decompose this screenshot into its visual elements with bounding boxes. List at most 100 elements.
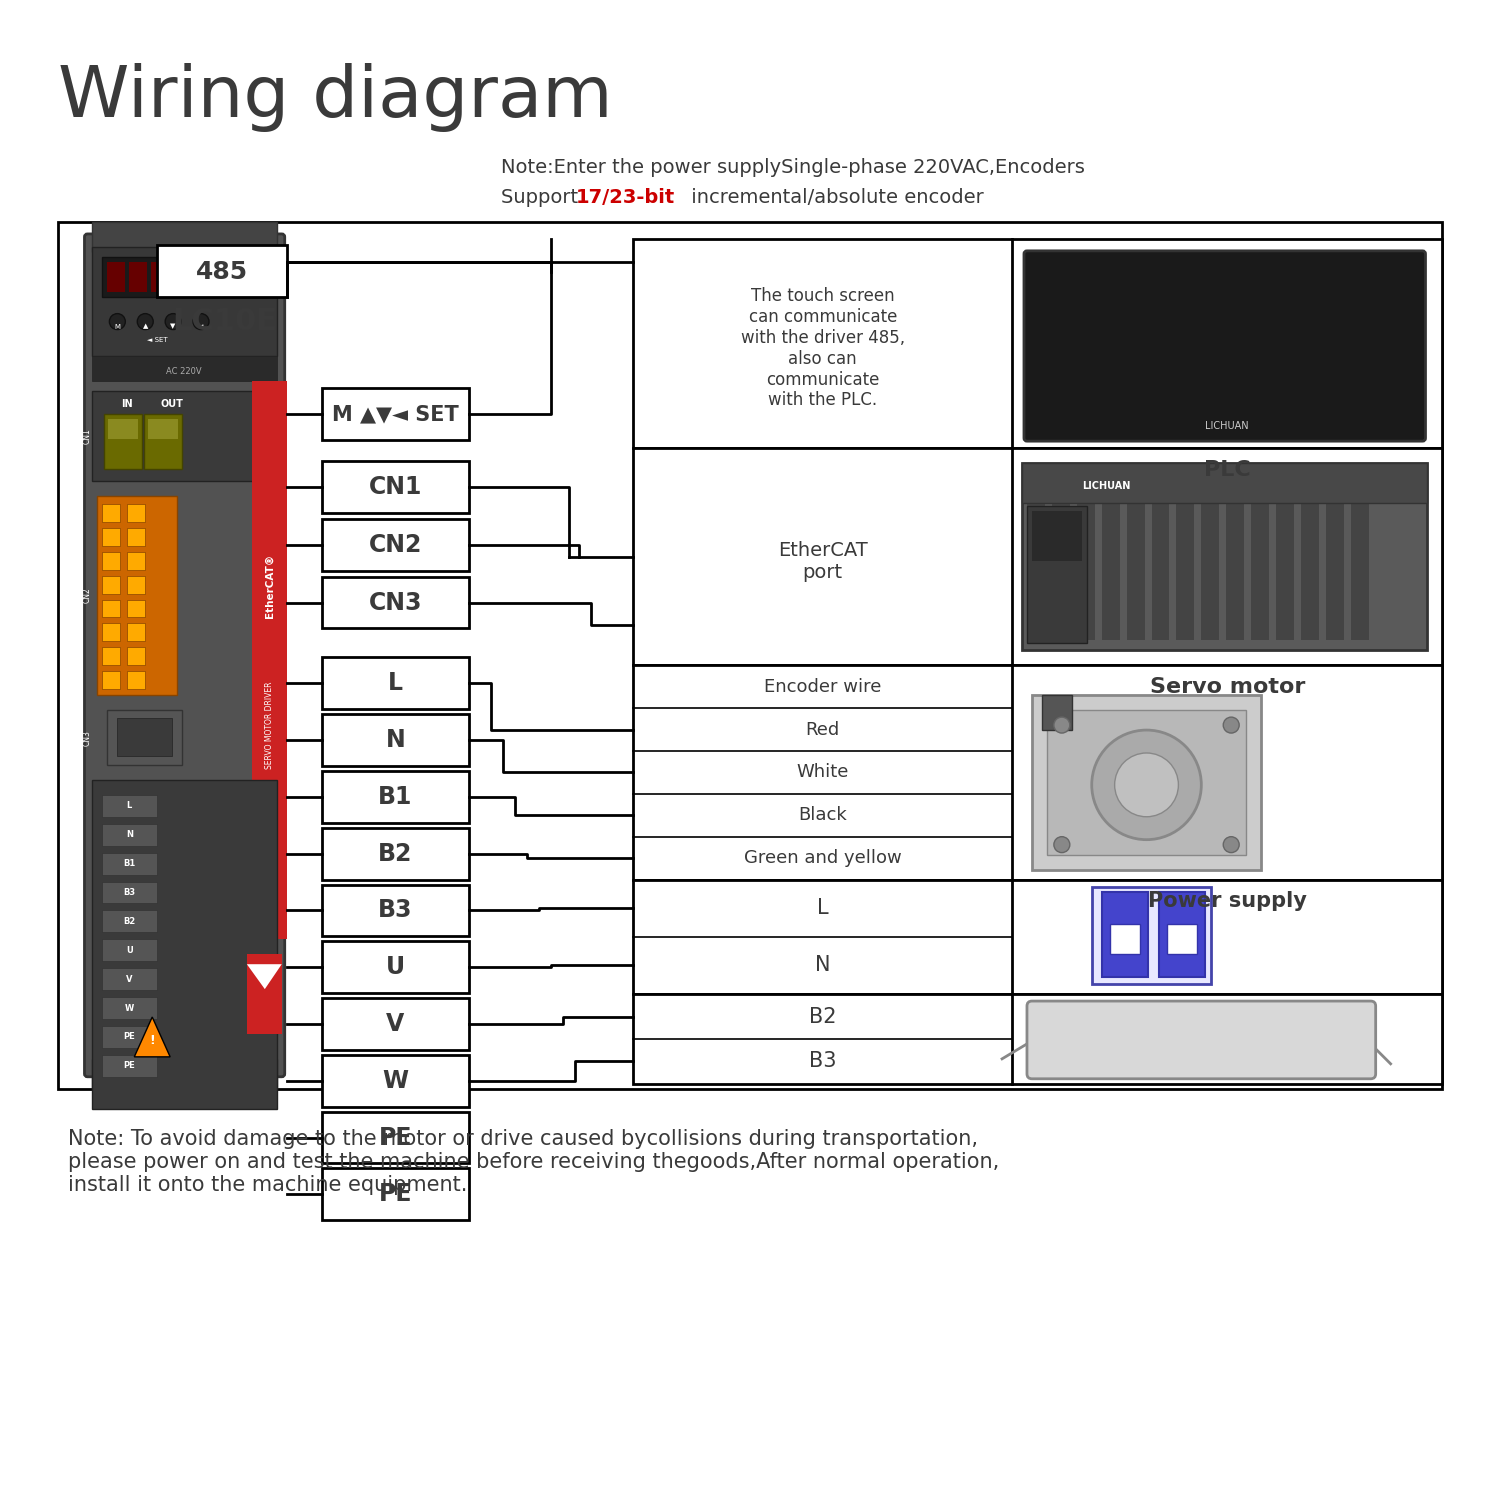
Bar (128, 648, 146, 666)
Bar (93, 357, 278, 381)
Text: Servo motor: Servo motor (1149, 676, 1305, 698)
Text: B1: B1 (123, 859, 135, 868)
Text: The touch screen
can communicate
with the driver 485,
also can
communicate
with : The touch screen can communicate with th… (741, 288, 904, 410)
Text: U: U (386, 956, 405, 980)
Bar (102, 672, 120, 688)
Bar (98, 496, 177, 694)
Text: B1: B1 (378, 784, 412, 808)
Circle shape (138, 314, 153, 330)
Bar (102, 624, 120, 642)
Bar (321, 460, 470, 513)
Text: PE: PE (378, 1182, 412, 1206)
Bar (1352, 468, 1368, 640)
Text: Power supply: Power supply (1148, 891, 1306, 912)
Text: CN3: CN3 (369, 591, 422, 615)
Bar (633, 994, 1443, 1084)
Text: LICHUAN: LICHUAN (1206, 422, 1249, 430)
Bar (102, 939, 158, 962)
Bar (128, 576, 146, 594)
Bar (1226, 468, 1244, 640)
Polygon shape (135, 1017, 170, 1058)
Text: CN1: CN1 (369, 476, 422, 500)
Text: B2: B2 (378, 842, 412, 866)
Bar (108, 710, 182, 765)
Bar (321, 576, 470, 628)
Bar (1152, 468, 1170, 640)
Bar (1202, 468, 1219, 640)
Bar (158, 244, 286, 297)
Text: ▲: ▲ (142, 324, 148, 330)
Bar (102, 968, 158, 990)
Circle shape (1222, 717, 1239, 734)
Text: Support: Support (501, 188, 585, 207)
Bar (321, 998, 470, 1050)
Circle shape (1054, 717, 1070, 734)
Bar (128, 624, 146, 642)
Bar (321, 828, 470, 879)
Text: EtherCAT
port: EtherCAT port (778, 542, 867, 582)
Bar (93, 248, 278, 357)
Bar (129, 262, 147, 291)
Text: PE: PE (123, 1062, 135, 1071)
Bar (1240, 1016, 1276, 1070)
Text: White: White (796, 764, 849, 782)
Text: Note: To avoid damage to the motor or drive caused bycollisions during transport: Note: To avoid damage to the motor or dr… (68, 1128, 999, 1196)
Bar (102, 648, 120, 666)
Bar (128, 672, 146, 688)
Bar (321, 885, 470, 936)
Bar (1126, 468, 1144, 640)
Text: EtherCAT®: EtherCAT® (266, 554, 274, 618)
Text: CN1: CN1 (82, 429, 92, 444)
Bar (1326, 468, 1344, 640)
Bar (1251, 468, 1269, 640)
Bar (321, 1168, 470, 1221)
Circle shape (1054, 837, 1070, 852)
Text: N: N (386, 728, 405, 752)
Bar (102, 824, 158, 846)
Text: ▼: ▼ (171, 324, 176, 330)
Bar (1022, 464, 1428, 503)
Bar (633, 879, 1443, 995)
Bar (321, 388, 470, 439)
Bar (321, 1112, 470, 1164)
Bar (633, 666, 1443, 879)
Text: W: W (124, 1004, 134, 1013)
Bar (102, 504, 120, 522)
Text: V: V (386, 1013, 405, 1036)
Text: PE: PE (123, 1032, 135, 1041)
Text: CN2: CN2 (82, 588, 92, 603)
Text: B3: B3 (808, 1052, 837, 1071)
Text: N: N (126, 830, 134, 839)
Text: W: W (382, 1070, 408, 1094)
Text: PLC: PLC (1204, 460, 1251, 480)
Bar (102, 528, 120, 546)
Bar (252, 381, 286, 939)
Text: !: ! (150, 1035, 154, 1047)
Circle shape (194, 314, 208, 330)
Bar (1042, 694, 1072, 730)
Bar (1032, 512, 1082, 561)
Text: OUT: OUT (160, 399, 183, 410)
Bar (93, 392, 278, 482)
Bar (128, 504, 146, 522)
Bar (633, 238, 1443, 448)
Text: Green and yellow: Green and yellow (744, 849, 902, 867)
Bar (1292, 1016, 1326, 1070)
Bar (152, 262, 170, 291)
Text: CN2: CN2 (369, 532, 422, 556)
Text: Brake resistance: Brake resistance (1128, 1007, 1326, 1026)
Text: IN: IN (122, 399, 134, 410)
Bar (1092, 888, 1212, 984)
Text: B3: B3 (378, 898, 412, 922)
FancyBboxPatch shape (1028, 1000, 1376, 1078)
Bar (321, 657, 470, 710)
Text: 17/23-bit: 17/23-bit (576, 188, 675, 207)
Text: M ▲▼◄ SET: M ▲▼◄ SET (332, 404, 459, 424)
Bar (102, 600, 120, 618)
Bar (117, 718, 172, 756)
Bar (102, 552, 120, 570)
Bar (102, 852, 158, 874)
Bar (1160, 892, 1206, 977)
Text: L: L (126, 801, 132, 810)
Bar (1101, 892, 1148, 977)
